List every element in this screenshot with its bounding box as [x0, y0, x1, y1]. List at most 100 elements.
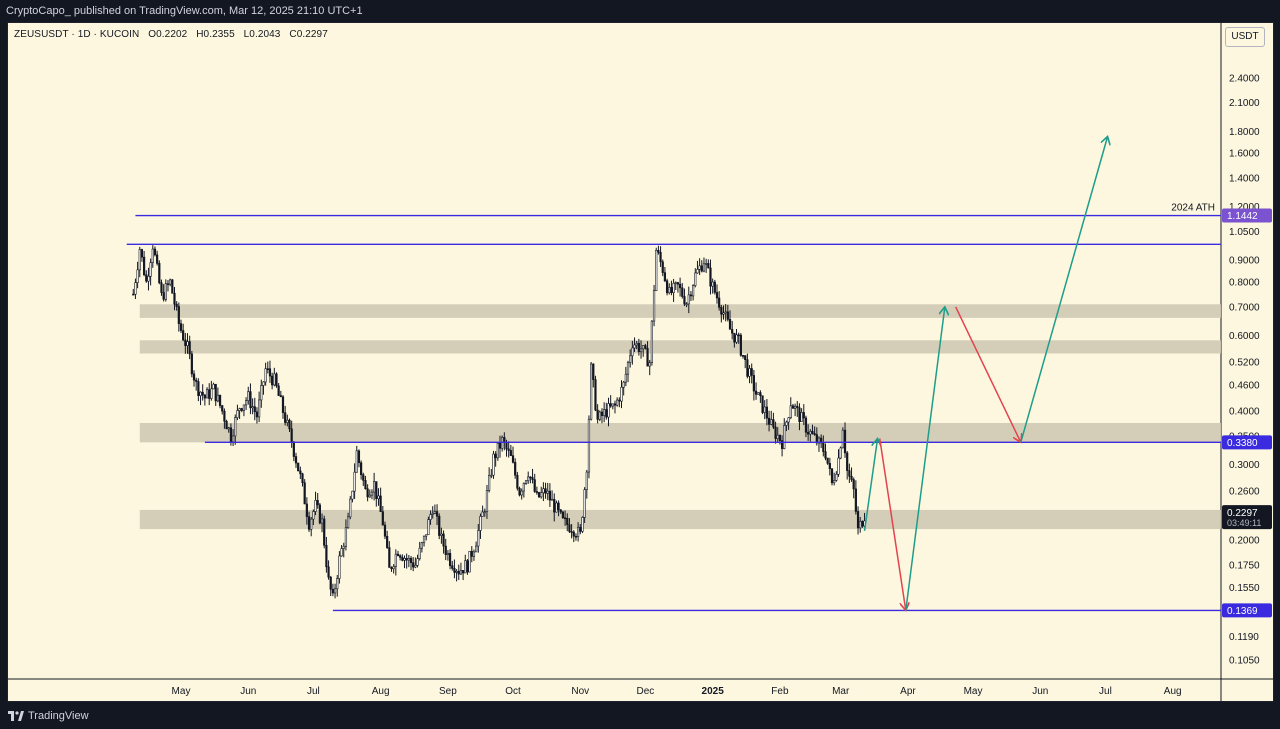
candle-body [661, 261, 664, 273]
candle-body [346, 516, 350, 529]
candle-body [255, 411, 259, 418]
candle-body [837, 457, 840, 475]
price-chart[interactable]: 2.4000 2.1000 1.8000 1.6000 1.4000 1.2000 1.05… [8, 23, 1273, 701]
support-resistance-zone [139, 304, 1221, 318]
candle-body [629, 355, 632, 363]
candle-body [225, 420, 228, 430]
candle-body [566, 517, 569, 526]
candle-body [459, 570, 463, 575]
price-tick-label: 0.1750 [1229, 560, 1260, 571]
candle-body [273, 373, 276, 386]
level-price-label: 0.3380 [1227, 438, 1258, 449]
candle-body [802, 412, 805, 419]
price-tick-label: 0.5200 [1229, 358, 1260, 369]
candle-body [702, 263, 706, 272]
candle-body [713, 281, 716, 293]
candle-body [665, 280, 669, 294]
candle-body [511, 455, 515, 463]
candle-body [390, 567, 393, 570]
close-value: C0.2297 [289, 29, 328, 40]
candle-body [568, 524, 571, 532]
candle-body [776, 434, 779, 439]
candle-body [848, 470, 851, 477]
candle-body [520, 490, 523, 496]
candle-body [216, 394, 219, 402]
candle-body [275, 373, 278, 387]
candle-body [221, 405, 224, 412]
candle-body [132, 293, 135, 296]
candle-body [156, 254, 159, 264]
candle-body [396, 553, 400, 556]
candle-body [620, 386, 623, 402]
candle-body [540, 492, 543, 498]
candle-body [342, 545, 345, 549]
candle-body [292, 442, 295, 457]
level-price-badge [1222, 208, 1272, 223]
candle-body [618, 399, 621, 402]
tradingview-logo[interactable]: TradingView [8, 710, 89, 722]
candle-body [861, 521, 864, 527]
candle-body [646, 348, 649, 367]
projection-arrow-up [905, 307, 945, 611]
price-tick-label: 1.8000 [1229, 127, 1260, 138]
candle-body [173, 292, 176, 305]
ohlc-legend: ZEUSUSDT · 1D · KUCOIN O0.2202 H0.2355 L… [14, 29, 328, 40]
candle-body [754, 390, 758, 395]
candle-body [422, 535, 426, 544]
candle-body [798, 407, 801, 422]
candle-body [739, 334, 742, 356]
price-tick-label: 0.6000 [1229, 331, 1260, 342]
candle-body [498, 442, 502, 449]
candle-body [759, 392, 762, 397]
low-value: L0.2043 [243, 29, 281, 40]
support-resistance-zone [139, 423, 1221, 443]
candle-body [457, 570, 460, 575]
candle-body [830, 468, 834, 484]
candle-body [794, 405, 797, 409]
candle-body [303, 482, 306, 505]
candle-body [492, 453, 495, 476]
candle-body [544, 488, 547, 494]
candle-body [175, 303, 178, 307]
candle-body [386, 535, 389, 548]
symbol-label[interactable]: ZEUSUSDT · 1D · KUCOIN [14, 29, 140, 40]
candle-body [205, 389, 209, 399]
candle-body [577, 526, 580, 537]
candle-body [284, 412, 287, 423]
candle-body [305, 503, 308, 517]
chart-frame[interactable]: 2.4000 2.1000 1.8000 1.6000 1.4000 1.2000 1.05… [7, 22, 1274, 702]
candle-body [705, 263, 708, 265]
candle-body [277, 385, 280, 396]
price-tick-label: 0.4600 [1229, 381, 1260, 392]
candle-body [557, 502, 560, 511]
candle-body [438, 515, 441, 536]
candle-body [307, 516, 311, 530]
candle-body [290, 428, 293, 443]
price-tick-label: 2.4000 [1229, 73, 1260, 84]
candle-body [418, 547, 421, 559]
candle-body [733, 332, 736, 343]
candle-body [364, 480, 367, 490]
candle-body [804, 417, 808, 433]
candle-body [524, 480, 528, 484]
time-tick-label: Nov [571, 686, 589, 697]
candle-body [839, 447, 842, 459]
time-tick-label: 2025 [702, 686, 725, 697]
candle-body [809, 431, 812, 435]
currency-button[interactable]: USDT [1225, 27, 1265, 47]
candle-body [431, 513, 434, 515]
candle-body [607, 403, 610, 418]
candle-body [846, 452, 849, 471]
candle-body [681, 287, 684, 297]
price-tick-label: 0.9000 [1229, 256, 1260, 267]
candle-body [516, 474, 519, 489]
candle-body [674, 282, 677, 284]
candle-body [570, 531, 573, 533]
candle-body [835, 473, 838, 481]
candle-body [676, 282, 680, 285]
candle-body [527, 476, 530, 482]
candle-body [598, 411, 601, 420]
candle-body [166, 283, 170, 286]
candle-body [325, 544, 328, 568]
candle-body [822, 442, 825, 452]
